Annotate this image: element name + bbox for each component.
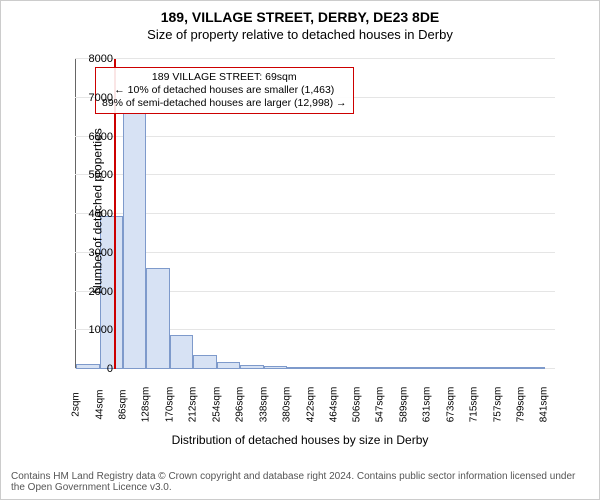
gridline xyxy=(75,58,555,59)
x-tick-label: 254sqm xyxy=(211,387,222,423)
histogram-bar xyxy=(475,367,498,369)
x-tick-label: 338sqm xyxy=(258,387,269,423)
histogram-bar xyxy=(193,355,216,369)
gridline xyxy=(75,213,555,214)
histogram-bar xyxy=(123,113,146,369)
x-tick-label: 673sqm xyxy=(445,387,456,423)
x-tick-label: 841sqm xyxy=(539,387,550,423)
histogram-bar xyxy=(428,367,451,369)
histogram-bar xyxy=(170,335,193,369)
x-tick-label: 44sqm xyxy=(94,389,105,419)
x-tick-label: 631sqm xyxy=(422,387,433,423)
y-tick-label: 6000 xyxy=(73,131,113,143)
x-tick-label: 464sqm xyxy=(328,387,339,423)
y-tick-label: 2000 xyxy=(73,286,113,298)
gridline xyxy=(75,252,555,253)
histogram-bar xyxy=(334,367,357,369)
x-tick-label: 506sqm xyxy=(352,387,363,423)
annotation-line3: 89% of semi-detached houses are larger (… xyxy=(102,97,347,110)
x-tick-label: 2sqm xyxy=(71,392,82,416)
x-tick-label: 799sqm xyxy=(515,387,526,423)
annotation-line1: 189 VILLAGE STREET: 69sqm xyxy=(102,71,347,84)
histogram-bar xyxy=(287,367,310,369)
histogram-bar xyxy=(522,367,545,369)
x-axis-label: Distribution of detached houses by size … xyxy=(1,433,599,447)
y-tick-label: 4000 xyxy=(73,208,113,220)
x-tick-label: 86sqm xyxy=(118,389,129,419)
y-tick-label: 1000 xyxy=(73,324,113,336)
attribution-text: Contains HM Land Registry data © Crown c… xyxy=(11,471,589,493)
x-tick-label: 128sqm xyxy=(141,387,152,423)
x-tick-label: 380sqm xyxy=(282,387,293,423)
gridline xyxy=(75,136,555,137)
histogram-bar xyxy=(498,367,521,369)
y-tick-label: 5000 xyxy=(73,169,113,181)
y-tick-label: 3000 xyxy=(73,247,113,259)
y-tick-label: 8000 xyxy=(73,53,113,65)
y-tick-label: 0 xyxy=(73,363,113,375)
histogram-bar xyxy=(264,366,287,369)
histogram-bar xyxy=(451,367,474,369)
x-tick-label: 170sqm xyxy=(164,387,175,423)
histogram-bar xyxy=(404,367,427,369)
histogram-bar xyxy=(146,268,169,369)
gridline xyxy=(75,174,555,175)
x-tick-label: 296sqm xyxy=(235,387,246,423)
x-tick-label: 757sqm xyxy=(492,387,503,423)
histogram-bar xyxy=(217,362,240,369)
x-tick-label: 212sqm xyxy=(188,387,199,423)
x-tick-label: 715sqm xyxy=(469,387,480,423)
chart-page: 189, VILLAGE STREET, DERBY, DE23 8DE Siz… xyxy=(0,0,600,500)
page-subtitle: Size of property relative to detached ho… xyxy=(1,25,599,42)
page-title: 189, VILLAGE STREET, DERBY, DE23 8DE xyxy=(1,1,599,25)
x-tick-label: 547sqm xyxy=(375,387,386,423)
histogram-bar xyxy=(357,367,380,369)
histogram-bar xyxy=(381,367,404,369)
histogram-bar xyxy=(311,367,334,369)
y-tick-label: 7000 xyxy=(73,92,113,104)
annotation-box: 189 VILLAGE STREET: 69sqm ← 10% of detac… xyxy=(95,67,354,114)
x-tick-label: 589sqm xyxy=(398,387,409,423)
histogram-bar xyxy=(240,365,263,369)
annotation-line2: ← 10% of detached houses are smaller (1,… xyxy=(102,84,347,97)
x-tick-label: 422sqm xyxy=(305,387,316,423)
